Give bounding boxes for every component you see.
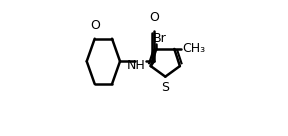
Text: Br: Br bbox=[152, 32, 166, 45]
Text: S: S bbox=[161, 81, 169, 94]
Text: CH₃: CH₃ bbox=[182, 42, 205, 55]
Text: O: O bbox=[149, 11, 159, 24]
Text: NH: NH bbox=[127, 59, 145, 72]
Text: O: O bbox=[90, 19, 100, 32]
